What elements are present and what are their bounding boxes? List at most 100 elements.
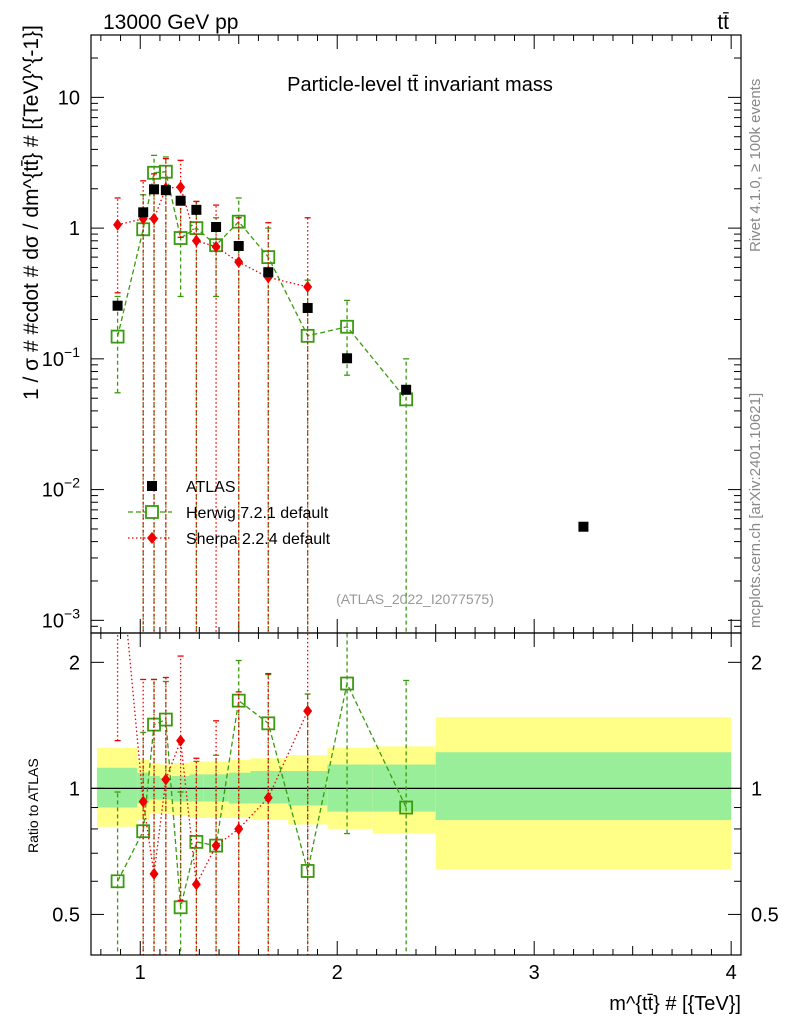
x-tick-label: 2 <box>332 962 343 984</box>
ratio-y-tick-label: 1 <box>69 778 80 800</box>
atlas-point <box>233 240 244 251</box>
ratio-herwig-point <box>173 900 188 915</box>
sherpa-line <box>117 186 308 288</box>
rivet-version-label: Rivet 4.1.0, ≥ 100k events <box>747 79 764 252</box>
ratio-y-axis-label: Ratio to ATLAS <box>25 758 41 853</box>
ratio-y-tick-label: 2 <box>69 652 80 674</box>
legend-entry-sherpa: Sherpa 2.2.4 default <box>128 531 331 548</box>
atlas-point <box>160 185 171 196</box>
series-atlas <box>112 184 589 532</box>
sherpa-point <box>234 256 244 269</box>
atlas-point <box>149 184 160 195</box>
series-herwig <box>110 154 414 633</box>
atlas-point <box>578 521 589 532</box>
herwig-point <box>261 250 276 265</box>
x-tick-labels: 1 2 3 4 <box>135 962 737 984</box>
sherpa-point <box>113 218 123 231</box>
ratio-frame <box>90 632 742 956</box>
x-axis-label: m^{tt̄} # [{TeV}] <box>609 993 741 1015</box>
source-url-label: mcplots.cern.ch [arXiv:2401.10621] <box>747 393 764 628</box>
ratio-herwig-point <box>261 716 276 731</box>
herwig-point <box>136 222 151 237</box>
sherpa-point <box>211 240 221 253</box>
atlas-point <box>175 195 186 206</box>
legend-herwig-label: Herwig 7.2.1 default <box>186 505 329 522</box>
main-y-tick-label-base: 10 <box>42 480 64 502</box>
main-data-layer <box>110 154 589 633</box>
main-y-tick-label: 10−3 <box>42 605 80 632</box>
legend-atlas-marker <box>147 481 157 491</box>
herwig-point <box>110 329 125 344</box>
series-sherpa <box>113 157 313 633</box>
ratio-sherpa-point <box>263 791 273 804</box>
main-y-tick-label: 1 <box>69 218 80 240</box>
ratio-herwig-point <box>399 800 414 815</box>
main-y-axis-label: 1 / σ # #cdot # dσ / dm^{tt̄} # [{TeV}^{… <box>20 25 43 400</box>
ratio-sherpa-point <box>191 878 201 891</box>
herwig-line <box>116 171 407 400</box>
main-y-tick-label: 10−2 <box>42 475 80 502</box>
legend-entry-atlas: ATLAS <box>147 479 236 496</box>
main-y-tick-label: 10−1 <box>42 344 80 371</box>
legend-sherpa-marker <box>147 532 157 544</box>
legend-sherpa-label: Sherpa 2.2.4 default <box>186 531 331 548</box>
ratio-herwig-point <box>340 676 354 691</box>
ratio-sherpa-point <box>176 734 186 747</box>
sherpa-point <box>191 234 201 247</box>
ratio-sherpa-point <box>113 521 122 533</box>
sherpa-point <box>303 280 313 293</box>
herwig-point <box>399 392 414 407</box>
x-tick-label: 4 <box>726 962 737 984</box>
herwig-point <box>158 164 173 179</box>
atlas-point <box>191 204 202 215</box>
ratio-herwig-point <box>110 874 125 889</box>
ratio-sherpa-point <box>234 822 244 835</box>
ratio-herwig-point <box>189 835 204 849</box>
ratio-sherpa-point <box>149 867 159 880</box>
energy-label: 13000 GeV pp <box>103 11 238 34</box>
ratio-sherpa-point <box>161 773 171 786</box>
atlas-point <box>211 221 222 232</box>
ratio-sherpa-point <box>303 705 313 718</box>
atlas-point <box>401 384 412 395</box>
atlas-point <box>138 207 149 218</box>
ratio-y-tick-label-right: 0.5 <box>751 904 779 926</box>
ratio-herwig-point <box>158 712 173 727</box>
herwig-point <box>340 319 354 334</box>
ratio-axes-ticks <box>91 633 741 956</box>
atlas-point <box>302 302 313 313</box>
ratio-y-tick-label: 0.5 <box>52 904 80 926</box>
legend: ATLAS Herwig 7.2.1 default Sherpa 2.2.4 … <box>128 479 331 548</box>
legend-entry-herwig: Herwig 7.2.1 default <box>128 505 329 522</box>
legend-herwig-marker <box>145 505 159 519</box>
ratio-y-tick-label-right: 1 <box>751 778 762 800</box>
sherpa-point <box>149 212 159 225</box>
ratio-band-inner <box>435 752 732 821</box>
ratio-herwig-point <box>300 864 315 878</box>
main-y-tick-label-base: 10 <box>42 349 64 371</box>
main-axes-ticks <box>91 34 741 634</box>
chart-title: Particle-level tt̄ invariant mass <box>287 74 553 96</box>
herwig-point <box>173 231 188 245</box>
ratio-sherpa-line <box>126 633 309 887</box>
main-y-tick-label-exp: −3 <box>64 605 80 621</box>
herwig-point <box>189 221 204 236</box>
ratio-data-layer <box>110 521 414 955</box>
x-tick-label: 1 <box>135 962 146 984</box>
ratio-herwig-point <box>136 824 151 839</box>
ratio-uncertainty-bands <box>91 717 741 870</box>
analysis-watermark: (ATLAS_2022_I2077575) <box>336 591 494 607</box>
main-y-tick-label: 10 <box>58 87 80 109</box>
sherpa-point <box>176 181 186 194</box>
atlas-point <box>263 267 274 278</box>
ratio-y-tick-labels: 2 2 1 1 0.5 0.5 <box>52 652 779 926</box>
ratio-sherpa-point <box>211 839 221 852</box>
x-tick-label: 3 <box>529 962 540 984</box>
ratio-sherpa-point <box>138 795 148 808</box>
legend-atlas-label: ATLAS <box>186 479 236 496</box>
ratio-y-tick-label-right: 2 <box>751 652 762 674</box>
atlas-point <box>342 353 353 364</box>
main-y-tick-label-exp: −1 <box>64 344 80 360</box>
